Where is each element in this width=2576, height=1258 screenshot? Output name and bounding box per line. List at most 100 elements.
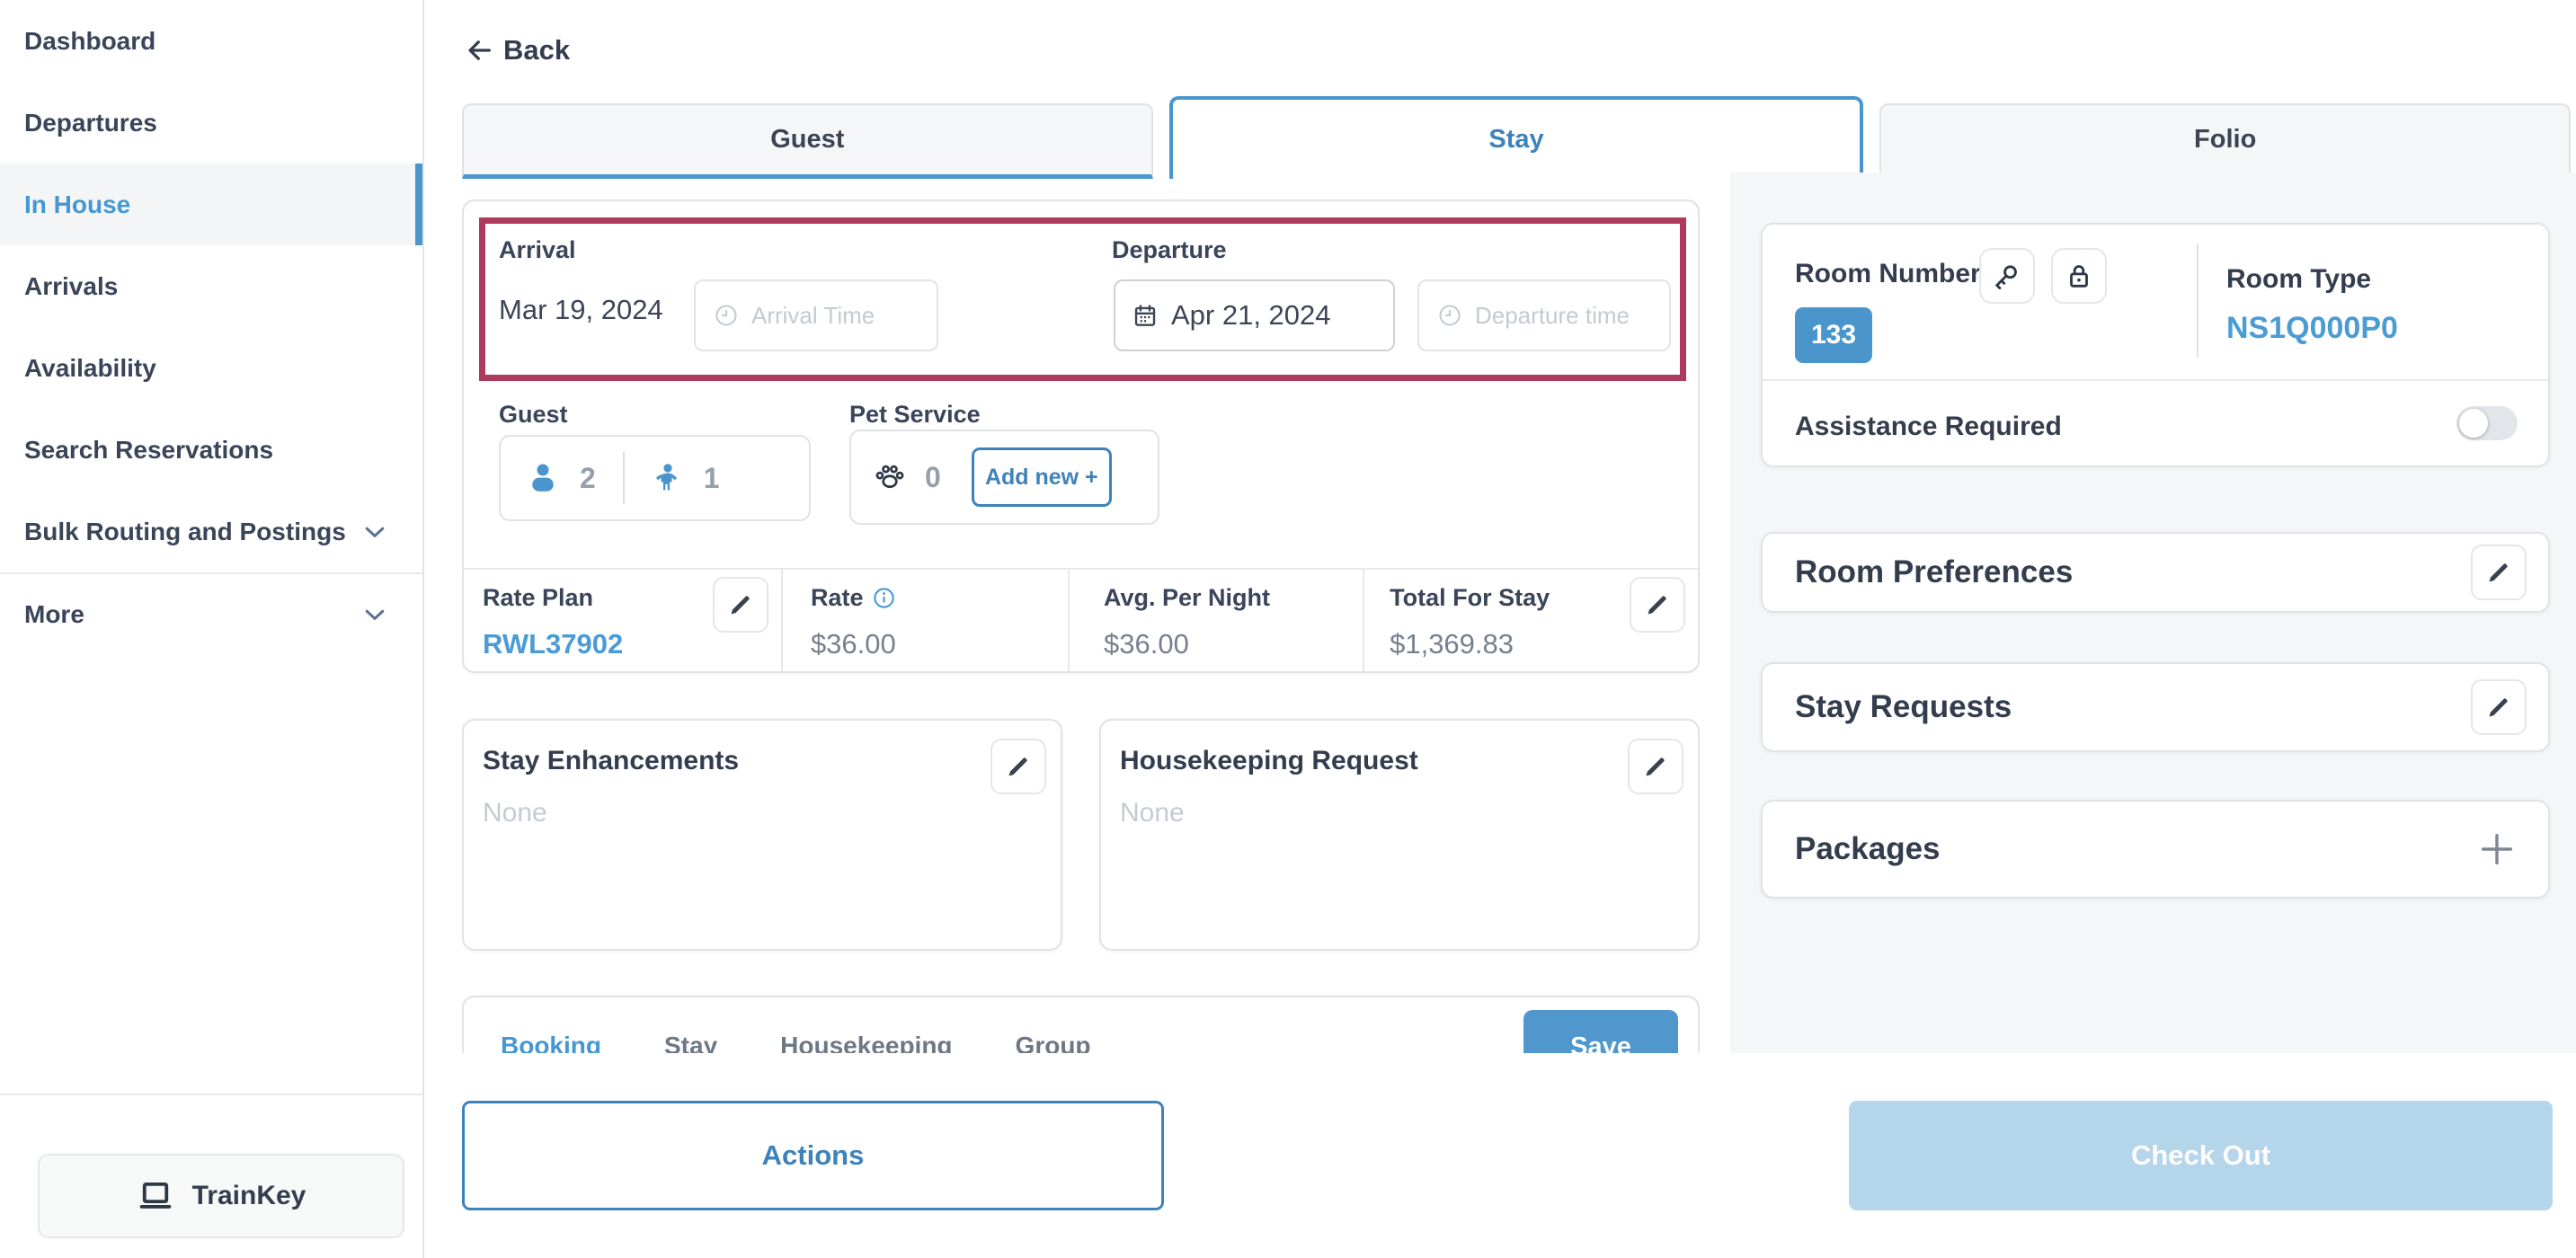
total-edit-button[interactable] [1630, 577, 1685, 633]
tab-booking[interactable]: Booking [501, 1032, 601, 1053]
pet-service-label: Pet Service [849, 401, 981, 428]
room-key-button[interactable] [1979, 248, 2035, 304]
packages-add-button[interactable] [2476, 828, 2518, 870]
save-button[interactable]: Save [1523, 1010, 1678, 1053]
sidebar-item-more[interactable]: More [0, 572, 422, 654]
divider [622, 452, 625, 504]
calendar-icon [1132, 302, 1159, 329]
divider [1763, 379, 2548, 381]
sidebar-item-search-reservations[interactable]: Search Reservations [0, 409, 422, 491]
departure-label: Departure [1112, 236, 1227, 263]
adult-count: 2 [580, 461, 596, 494]
trainkey-button[interactable]: TrainKey [38, 1154, 404, 1238]
tab-stay-notes[interactable]: Stay [664, 1032, 718, 1053]
sidebar-item-dashboard[interactable]: Dashboard [0, 0, 422, 82]
tab-stay[interactable]: Stay [1168, 96, 1864, 179]
tab-group[interactable]: Group [1015, 1032, 1091, 1053]
arrival-label: Arrival [499, 236, 576, 263]
sidebar-item-label: Bulk Routing and Postings [24, 517, 346, 545]
back-label: Back [503, 34, 571, 66]
total-for-stay-column: Total For Stay $1,369.83 [1363, 570, 1698, 671]
tab-housekeeping[interactable]: Housekeeping [780, 1032, 953, 1053]
toggle-knob [2459, 409, 2488, 438]
pencil-icon [2486, 560, 2511, 585]
total-for-stay-label: Total For Stay [1390, 584, 1550, 611]
sidebar-item-label: Departures [24, 108, 157, 137]
stay-requests-card: Stay Requests [1761, 662, 2550, 752]
avg-per-night-column: Avg. Per Night $36.00 [1068, 570, 1363, 671]
sidebar-item-bulk-routing[interactable]: Bulk Routing and Postings [0, 491, 422, 572]
stay-requests-edit-button[interactable] [2471, 679, 2527, 735]
departure-date-value: Apr 21, 2024 [1171, 299, 1331, 331]
paw-icon [873, 460, 907, 494]
rate-plan-label: Rate Plan [483, 584, 594, 611]
departure-time-input[interactable]: Departure time [1417, 279, 1671, 351]
room-number-label: Room Number [1795, 259, 1981, 288]
stay-enhancements-edit-button[interactable] [990, 739, 1046, 794]
rate-plan-value[interactable]: RWL37902 [483, 628, 624, 660]
notices-card: Booking Stay Housekeeping Group Save [462, 996, 1700, 1053]
pencil-icon [1643, 754, 1668, 779]
housekeeping-request-card: Housekeeping Request None [1099, 719, 1700, 951]
arrival-date-value: Mar 19, 2024 [499, 294, 663, 325]
sidebar-item-availability[interactable]: Availability [0, 327, 422, 409]
tab-guest[interactable]: Guest [462, 103, 1153, 179]
departure-time-placeholder: Departure time [1475, 301, 1630, 329]
arrival-time-input[interactable]: Arrival Time [694, 279, 938, 351]
pencil-icon [728, 592, 753, 617]
housekeeping-request-edit-button[interactable] [1628, 739, 1683, 794]
rate-plan-column: Rate Plan RWL37902 [464, 570, 781, 671]
room-card: Room Number 133 Room Type NS1Q000P0 Assi… [1761, 223, 2550, 467]
tab-label: Folio [2194, 125, 2257, 154]
sidebar-item-label: Arrivals [24, 271, 119, 300]
add-pet-button[interactable]: Add new + [971, 447, 1112, 507]
room-lock-button[interactable] [2051, 248, 2107, 304]
arrival-time-placeholder: Arrival Time [751, 301, 875, 329]
check-out-button[interactable]: Check Out [1849, 1101, 2553, 1210]
sidebar-item-arrivals[interactable]: Arrivals [0, 245, 422, 327]
total-for-stay-value: $1,369.83 [1390, 628, 1515, 660]
main-content: Back Guest Stay Folio Room Number 133 Ro… [426, 0, 2576, 1258]
rate-row: Rate Plan RWL37902 Rate $36.00 Avg. Per … [464, 568, 1698, 671]
tab-label: Guest [770, 125, 845, 154]
room-type-value[interactable]: NS1Q000P0 [2226, 311, 2398, 345]
clock-icon [1437, 303, 1462, 328]
housekeeping-request-title: Housekeeping Request [1120, 746, 1418, 775]
divider [2197, 244, 2198, 358]
pencil-icon [1006, 754, 1031, 779]
room-preferences-edit-button[interactable] [2471, 545, 2527, 600]
sidebar: Dashboard Departures In House Arrivals A… [0, 0, 424, 1258]
lock-icon [2064, 261, 2094, 291]
assistance-required-toggle[interactable] [2456, 406, 2518, 440]
room-number-badge[interactable]: 133 [1795, 307, 1872, 363]
pet-count: 0 [925, 460, 941, 493]
guest-count-input[interactable]: 2 1 [499, 435, 811, 521]
arrow-left-icon [464, 35, 494, 66]
stay-enhancements-title: Stay Enhancements [483, 746, 740, 775]
notices-tabbar: Booking Stay Housekeeping Group [501, 1032, 1091, 1053]
sidebar-item-departures[interactable]: Departures [0, 82, 422, 164]
rate-plan-edit-button[interactable] [712, 577, 768, 633]
sidebar-item-label: Availability [24, 353, 156, 382]
sidebar-item-label: Search Reservations [24, 435, 274, 464]
room-number-section: Room Number 133 Room Type NS1Q000P0 [1763, 225, 2548, 379]
dates-highlight-box: Arrival Mar 19, 2024 Arrival Time Depart… [479, 217, 1686, 381]
rate-value: $36.00 [810, 628, 896, 660]
tab-folio[interactable]: Folio [1879, 103, 2572, 179]
trainkey-label: TrainKey [191, 1181, 306, 1210]
sidebar-divider [0, 1094, 422, 1095]
back-button[interactable]: Back [464, 34, 570, 66]
sidebar-item-in-house[interactable]: In House [0, 164, 422, 245]
chevron-down-icon [361, 518, 388, 545]
clock-icon [714, 303, 739, 328]
stay-tab-content: Arrival Mar 19, 2024 Arrival Time Depart… [462, 199, 1700, 1053]
tab-label: Stay [1488, 124, 1544, 154]
guest-label: Guest [499, 401, 568, 428]
departure-date-input[interactable]: Apr 21, 2024 [1114, 279, 1395, 351]
room-preferences-title: Room Preferences [1795, 554, 2074, 589]
pencil-icon [1645, 592, 1670, 617]
info-icon[interactable] [872, 586, 896, 610]
actions-button[interactable]: Actions [462, 1101, 1164, 1210]
sidebar-item-label: Dashboard [24, 26, 156, 55]
packages-title: Packages [1795, 831, 1941, 866]
